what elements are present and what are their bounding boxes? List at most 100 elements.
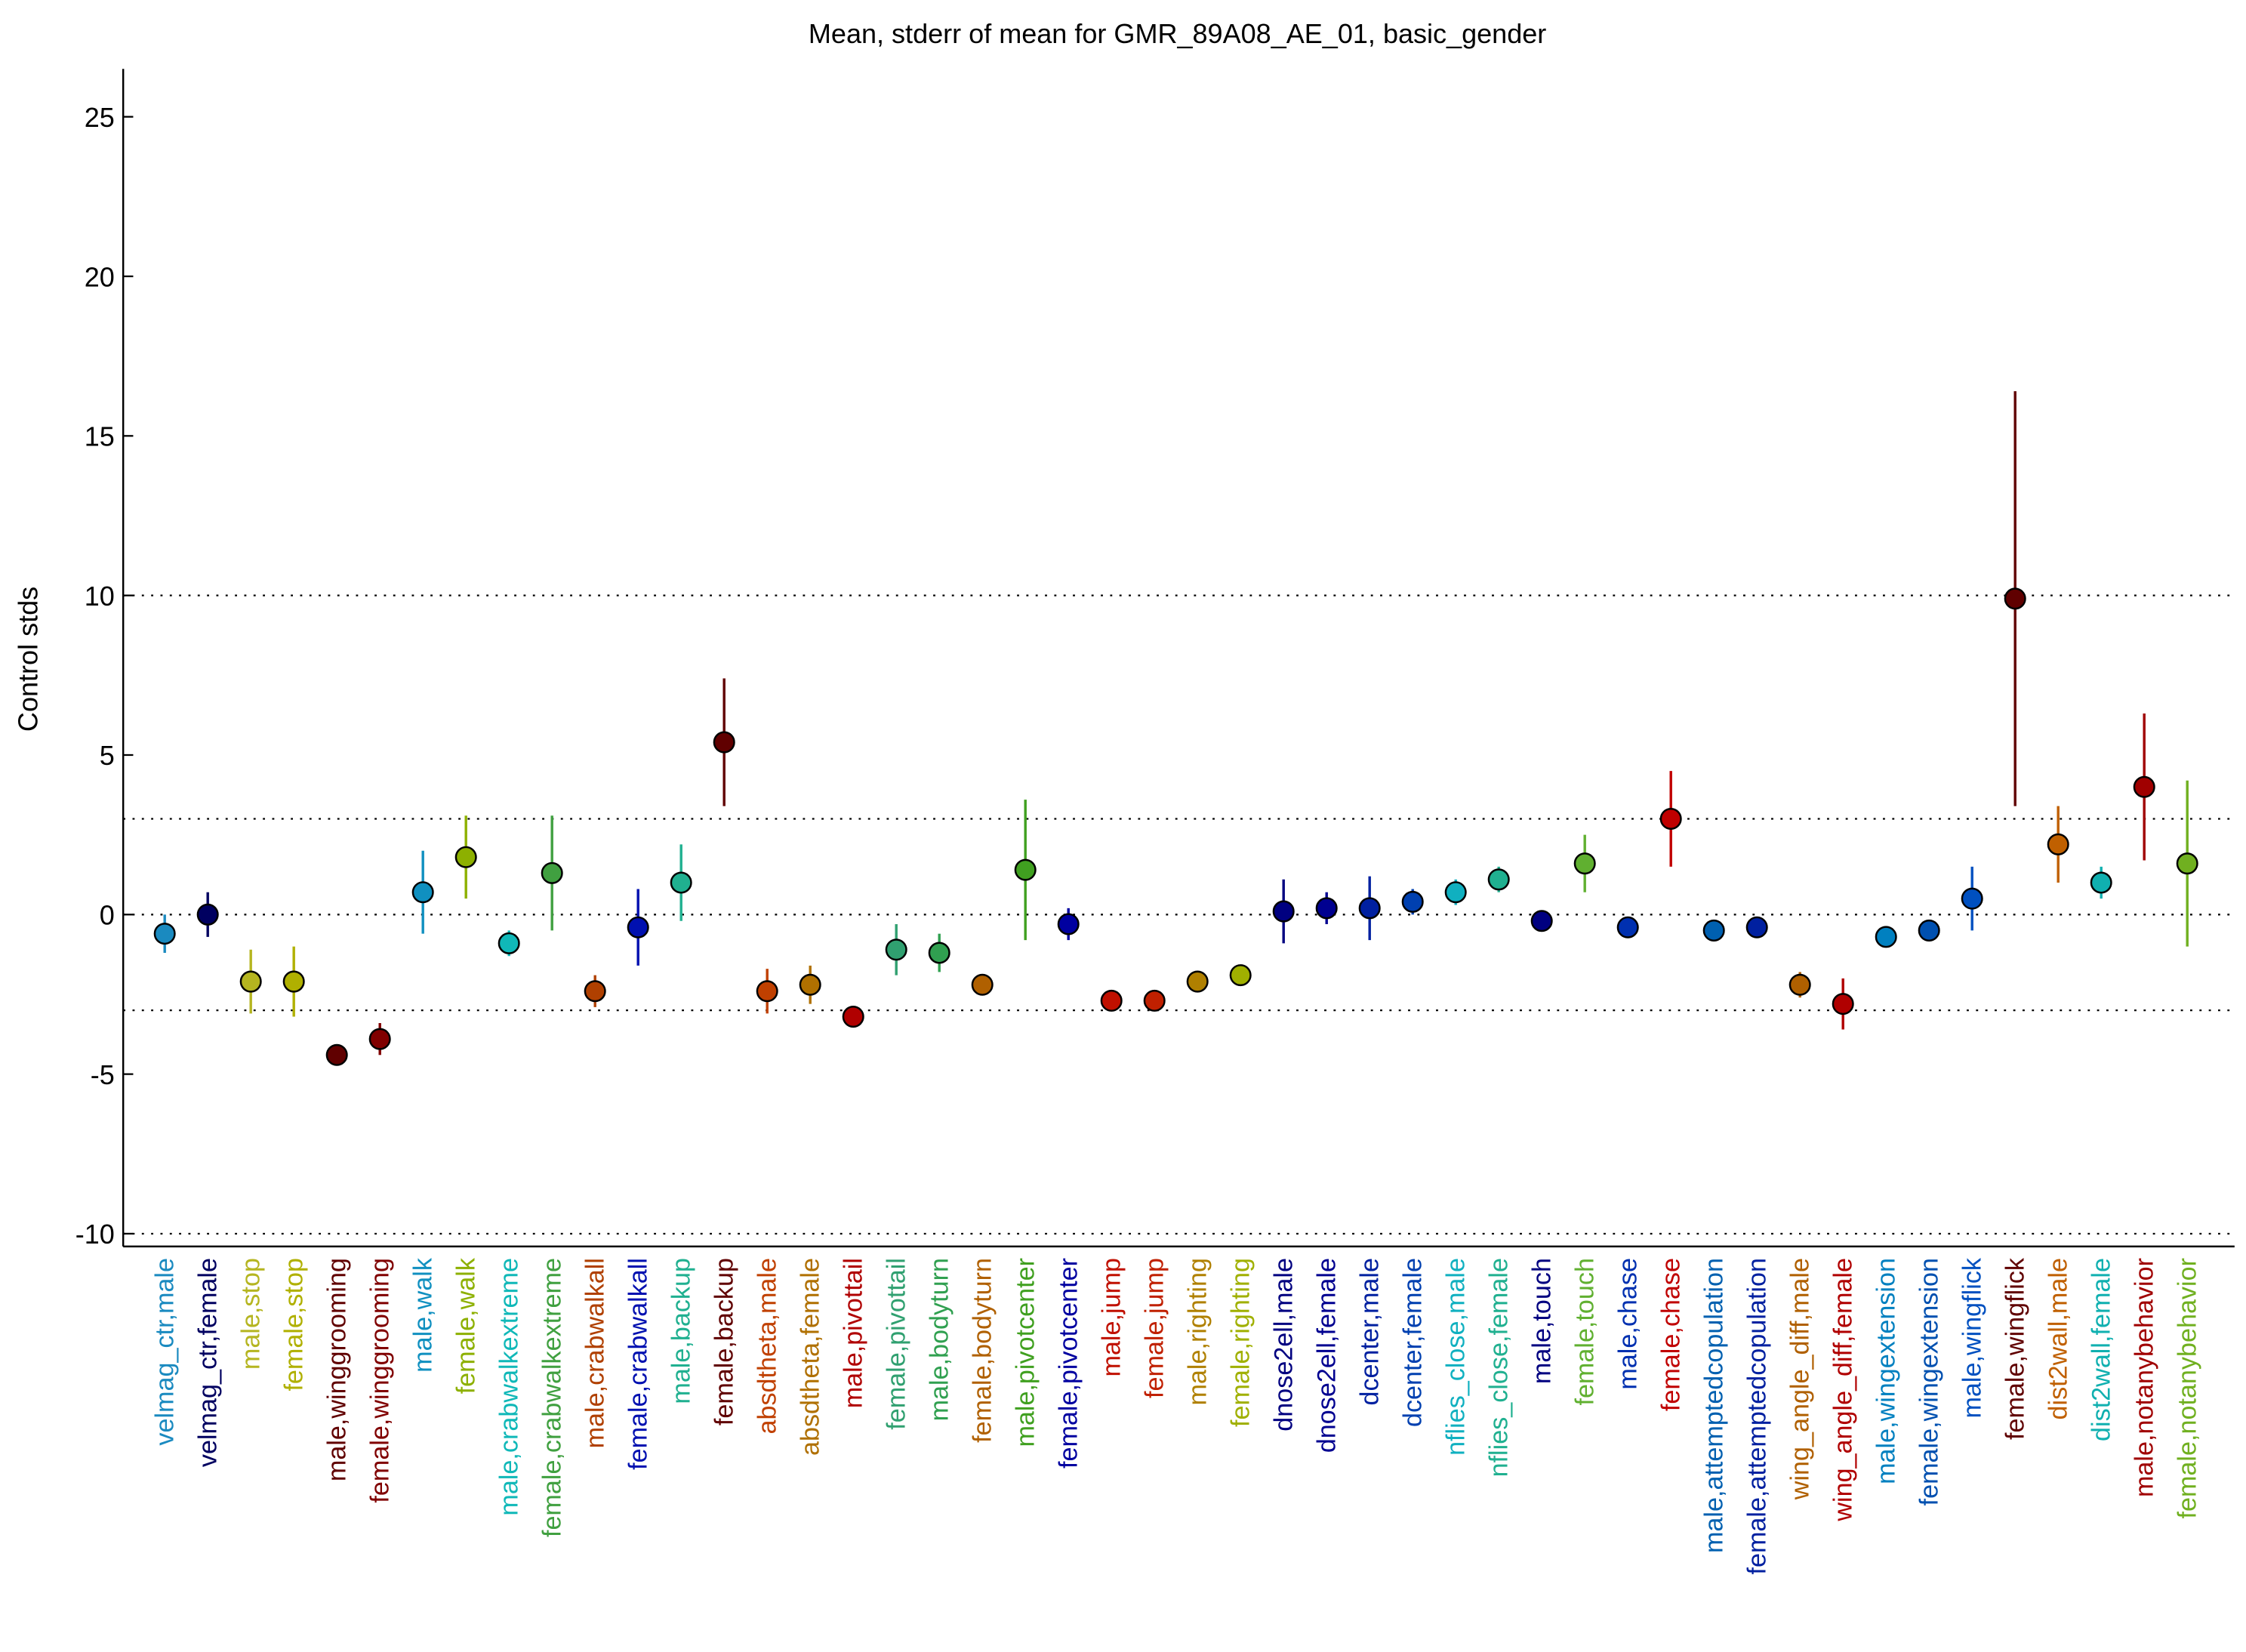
x-tick-label: female,jump <box>1141 1258 1169 1398</box>
y-tick-label: 0 <box>100 900 115 931</box>
mean-marker <box>1272 900 1295 923</box>
x-tick-label: female,pivotcenter <box>1055 1258 1083 1469</box>
x-tick-label: female,wingflick <box>2001 1257 2030 1440</box>
mean-marker <box>1875 926 1897 948</box>
mean-marker <box>454 846 477 868</box>
mean-marker <box>2004 587 2026 610</box>
x-tick-label: male,attemptedcopulation <box>1700 1258 1729 1553</box>
x-tick-label: female,chase <box>1657 1258 1686 1411</box>
mean-marker <box>2090 871 2112 894</box>
mean-marker <box>1315 897 1338 920</box>
x-tick-label: dnose2ell,female <box>1313 1258 1342 1453</box>
x-tick-label: dcenter,male <box>1356 1258 1385 1405</box>
mean-marker <box>325 1043 348 1066</box>
mean-marker <box>541 861 563 884</box>
mean-marker <box>627 916 649 938</box>
mean-marker <box>1444 881 1467 904</box>
mean-marker <box>239 970 262 993</box>
mean-marker <box>584 980 606 1003</box>
x-tick-label: male,winggrooming <box>323 1258 352 1481</box>
x-tick-label: male,chase <box>1614 1258 1643 1390</box>
x-tick-label: female,touch <box>1571 1258 1600 1405</box>
mean-marker <box>1616 916 1639 938</box>
x-tick-label: male,wingextension <box>1872 1258 1901 1484</box>
mean-marker <box>1745 916 1768 938</box>
mean-marker <box>2047 833 2069 855</box>
mean-marker <box>498 932 520 954</box>
x-tick-label: female,wingextension <box>1915 1258 1944 1506</box>
x-tick-label: wing_angle_diff,male <box>1786 1258 1815 1500</box>
mean-marker <box>1358 897 1381 920</box>
mean-marker <box>1918 919 1940 942</box>
y-axis-label: Control stds <box>12 587 43 732</box>
x-tick-label: female,bodyturn <box>969 1258 997 1443</box>
mean-marker <box>670 871 692 894</box>
x-tick-label: male,backup <box>667 1258 696 1404</box>
y-tick-label: -5 <box>91 1059 115 1090</box>
chart-title: Mean, stderr of mean for GMR_89A08_AE_01… <box>809 18 1546 49</box>
y-tick-label: 15 <box>85 421 115 452</box>
mean-marker <box>799 973 821 996</box>
x-tick-label: male,crabwalkall <box>581 1258 610 1448</box>
y-tick-label: 25 <box>85 102 115 133</box>
x-tick-label: male,touch <box>1528 1258 1557 1384</box>
mean-marker <box>1659 807 1682 831</box>
mean-marker <box>1702 919 1725 942</box>
mean-marker <box>1401 890 1424 913</box>
mean-marker <box>928 942 950 964</box>
mean-marker <box>1788 973 1811 996</box>
x-tick-label: female,crabwalkextreme <box>538 1258 567 1537</box>
x-tick-label: male,wingflick <box>1958 1257 1987 1418</box>
mean-marker <box>1186 970 1209 993</box>
x-tick-label: male,crabwalkextreme <box>495 1258 524 1516</box>
x-tick-label: female,pivottail <box>883 1258 911 1430</box>
x-tick-label: velmag_ctr,female <box>194 1258 223 1467</box>
y-tick-label: -10 <box>75 1219 115 1250</box>
x-tick-label: female,attemptedcopulation <box>1743 1258 1772 1574</box>
x-tick-label: male,walk <box>409 1257 438 1373</box>
mean-marker <box>842 1006 864 1028</box>
mean-marker <box>1229 964 1252 987</box>
x-tick-label: male,righting <box>1184 1258 1212 1405</box>
mean-marker <box>411 881 434 904</box>
x-tick-label: female,notanybehavior <box>2174 1258 2202 1518</box>
x-tick-label: nflies_close,male <box>1442 1258 1471 1456</box>
mean-marker <box>1487 868 1510 891</box>
mean-marker <box>153 923 176 945</box>
x-tick-label: absdtheta,male <box>753 1258 782 1434</box>
x-tick-label: male,pivotcenter <box>1012 1258 1040 1447</box>
x-tick-label: nflies_close,female <box>1485 1258 1514 1477</box>
x-tick-label: female,crabwalkall <box>624 1258 653 1470</box>
x-tick-label: male,jump <box>1098 1258 1126 1376</box>
mean-marker <box>2176 852 2198 875</box>
x-tick-label: female,walk <box>452 1257 481 1394</box>
x-tick-label: dist2wall,male <box>2044 1258 2073 1419</box>
mean-marker <box>885 938 907 961</box>
y-tick-label: 10 <box>85 581 115 612</box>
mean-marker <box>1530 910 1553 932</box>
x-tick-label: male,stop <box>237 1258 266 1370</box>
mean-marker <box>713 731 735 754</box>
mean-marker <box>1100 989 1123 1012</box>
x-tick-label: dnose2ell,male <box>1270 1258 1299 1432</box>
mean-marker <box>282 970 305 993</box>
x-tick-label: dcenter,female <box>1399 1258 1428 1427</box>
mean-marker <box>971 973 994 996</box>
x-tick-label: female,backup <box>710 1258 739 1425</box>
x-tick-label: wing_angle_diff,female <box>1829 1258 1858 1522</box>
y-tick-label: 5 <box>100 740 115 771</box>
x-tick-label: female,stop <box>280 1258 309 1392</box>
mean-marker <box>1961 887 1983 910</box>
mean-marker <box>196 903 219 926</box>
x-tick-label: male,pivottail <box>840 1258 868 1408</box>
y-tick-label: 20 <box>85 261 115 292</box>
x-tick-label: male,bodyturn <box>926 1258 954 1421</box>
mean-marker <box>1832 993 1854 1016</box>
mean-marker <box>1573 852 1596 875</box>
x-tick-label: velmag_ctr,male <box>151 1258 180 1446</box>
mean-marker <box>1057 913 1080 935</box>
mean-marker <box>756 980 778 1003</box>
x-tick-label: absdtheta,female <box>796 1258 825 1456</box>
x-tick-label: female,winggrooming <box>366 1258 395 1503</box>
